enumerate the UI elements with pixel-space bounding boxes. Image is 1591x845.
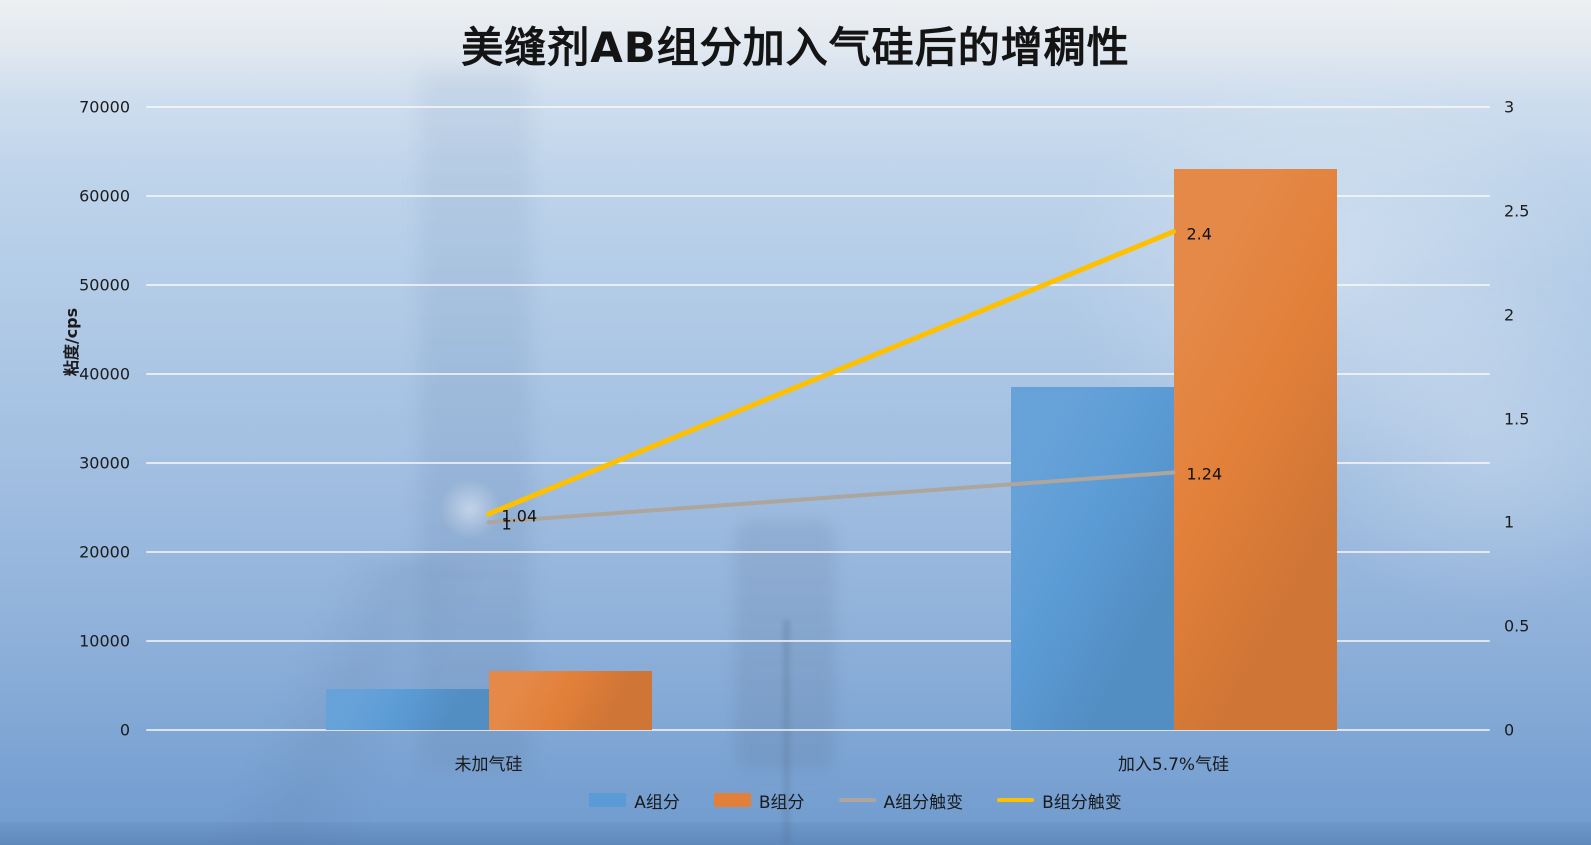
right-axis-tick-label: 1.5 [1504,409,1530,428]
legend-label: A组分 [634,792,680,813]
legend-item-B组分: B组分 [713,788,805,813]
left-axis-tick-label: 70000 [79,97,130,117]
data-label-B组分触变: 2.4 [1186,224,1212,244]
right-axis-tick-label: 2.5 [1504,201,1530,221]
right-axis-tick-label: 2 [1504,305,1515,325]
data-label-B组分触变: 1.04 [501,506,538,526]
legend-label: B组分触变 [1042,792,1122,813]
gridline [146,640,1490,642]
category-label: 未加气硅 [454,755,523,775]
line-A组分触变 [486,470,1176,525]
right-axis-tick-label: 3 [1504,97,1515,117]
left-axis-tick-label: 20000 [79,542,130,562]
gridline [146,729,1490,731]
left-axis-tick-label: 10000 [79,631,130,651]
legend-label: A组分触变 [883,792,964,813]
legend-swatch-line [838,798,876,802]
legend-swatch-bar [713,793,751,807]
legend-swatch-line [997,798,1035,802]
chart-title: 美缝剂AB组分加入气硅后的增稠性 [461,23,1130,72]
legend-label: B组分 [758,792,805,813]
gridline [146,462,1490,464]
gridline [146,373,1490,375]
right-axis-tick-label: 0 [1504,720,1515,740]
data-label-A组分触变: 1 [501,514,512,534]
line-B组分触变 [486,229,1176,517]
right-axis-tick-label: 0.5 [1504,616,1530,636]
legend: A组分 B组分 A组分触变 B组分触变 [60,782,1591,818]
gridline [146,195,1490,197]
legend-item-B组分触变: B组分触变 [997,788,1122,813]
bar-A组分 [1010,387,1174,730]
bar-A组分 [325,689,489,730]
legend-item-A组分: A组分 [589,788,680,813]
gridline [146,284,1490,286]
data-label-A组分触变: 1.24 [1186,464,1223,484]
left-axis-tick-label: 50000 [79,275,130,295]
category-label: 加入5.7%气硅 [1117,755,1230,775]
bar-B组分 [1173,169,1337,730]
left-axis-tick-label: 40000 [79,364,130,384]
gridline [146,551,1490,553]
left-axis-tick-label: 0 [119,720,130,740]
left-axis-tick-label: 30000 [79,453,130,473]
bar-B组分 [488,671,652,730]
gridline [146,106,1490,108]
legend-item-A组分触变: A组分触变 [838,788,964,813]
left-axis-tick-label: 60000 [79,186,130,206]
right-axis-tick-label: 1 [1504,512,1515,532]
legend-swatch-bar [589,793,627,807]
